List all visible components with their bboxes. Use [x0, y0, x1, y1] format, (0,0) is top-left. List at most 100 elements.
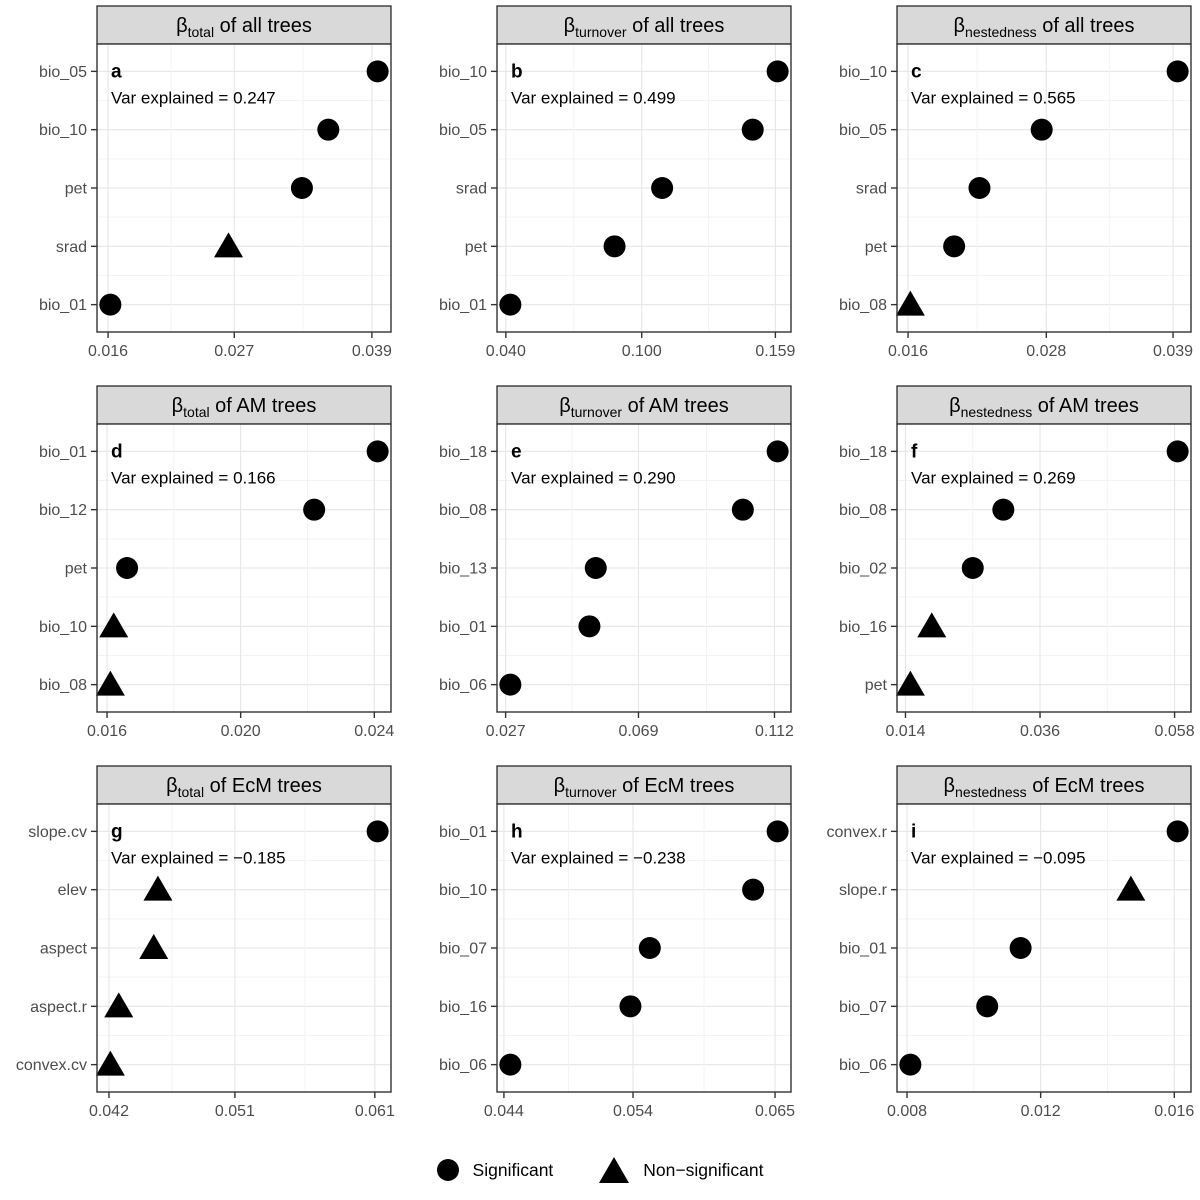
y-axis-label: bio_06: [439, 1057, 487, 1074]
data-point-circle: [317, 118, 340, 141]
strip: [496, 385, 792, 425]
data-point-circle: [366, 440, 389, 463]
y-axis-label: convex.r: [827, 824, 888, 841]
var-explained-text: Var explained = 0.166: [111, 468, 276, 487]
y-axis-label: srad: [456, 181, 487, 198]
data-point-circle: [741, 118, 764, 141]
y-axis-label: bio_05: [839, 122, 887, 139]
y-axis-label: bio_16: [839, 619, 887, 636]
data-point-triangle: [95, 1050, 125, 1076]
y-axis-label: bio_18: [839, 444, 887, 461]
data-point-circle: [742, 878, 765, 901]
data-point-circle: [943, 235, 966, 258]
panel-letter: a: [111, 61, 122, 82]
y-axis-label: bio_05: [39, 64, 87, 81]
y-axis-label: bio_10: [839, 64, 887, 81]
panel-letter: e: [511, 441, 522, 462]
data-point-circle: [290, 177, 313, 199]
strip: [96, 5, 392, 45]
x-tick-label: 0.054: [613, 1103, 653, 1120]
legend: Significant Non−significant: [0, 1140, 1200, 1200]
strip: [896, 5, 1192, 45]
x-tick-label: 0.027: [214, 343, 254, 360]
panel-letter: b: [511, 61, 523, 82]
legend-nonsignificant-icon: [599, 1157, 630, 1183]
y-axis-label: bio_08: [839, 297, 887, 314]
x-tick-label: 0.036: [1020, 723, 1060, 740]
var-explained-text: Var explained = 0.499: [511, 88, 676, 107]
x-tick-label: 0.020: [221, 723, 261, 740]
data-point-circle: [619, 995, 642, 1018]
data-point-circle: [1166, 440, 1189, 463]
strip-title: βnestedness of AM trees: [949, 395, 1139, 420]
strip: [896, 385, 1192, 425]
data-point-circle: [603, 235, 626, 258]
var-explained-text: Var explained = 0.247: [111, 88, 276, 107]
strip-title: βturnover of AM trees: [559, 395, 729, 420]
facet-h: βturnover of EcM trees bio_01 bio_10 bio_07…: [400, 760, 800, 1140]
strip: [496, 5, 792, 45]
x-tick-label: 0.039: [1153, 343, 1193, 360]
y-axis-label: bio_10: [439, 882, 487, 899]
var-explained-text: Var explained = 0.269: [911, 468, 1076, 487]
y-axis-label: bio_01: [439, 824, 487, 841]
data-point-circle: [499, 293, 522, 316]
data-point-triangle: [895, 290, 925, 316]
data-point-circle: [766, 440, 789, 463]
y-axis-label: bio_12: [39, 502, 87, 519]
y-axis-label: bio_06: [439, 677, 487, 694]
x-tick-label: 0.069: [618, 723, 658, 740]
y-axis-label: bio_10: [439, 64, 487, 81]
panel-letter: i: [911, 821, 916, 842]
strip: [96, 765, 392, 805]
strip-title: βnestedness of EcM trees: [944, 775, 1145, 800]
data-point-circle: [899, 1053, 922, 1076]
data-point-triangle: [214, 232, 244, 258]
y-axis-label: pet: [65, 561, 88, 578]
data-point-circle: [578, 615, 601, 638]
facet-e: βturnover of AM trees bio_18 bio_08 bio_13 b…: [400, 380, 800, 760]
y-axis-label: bio_08: [439, 502, 487, 519]
strip-title: βtotal of EcM trees: [166, 775, 322, 800]
strip-title: βtotal of AM trees: [172, 395, 317, 420]
y-axis-label: bio_06: [839, 1057, 887, 1074]
x-tick-label: 0.040: [486, 343, 526, 360]
y-axis-label: aspect: [40, 941, 88, 958]
y-axis-label: bio_10: [39, 619, 87, 636]
y-axis-label: bio_01: [439, 619, 487, 636]
facet-c-svg: βnestedness of all trees bio_10 bio_05srad…: [839, 5, 1193, 360]
panel-letter: g: [111, 821, 123, 842]
y-axis-label: bio_07: [439, 941, 487, 958]
data-point-triangle: [1116, 875, 1146, 901]
facet-e-svg: βturnover of AM trees bio_18 bio_08 bio_13b…: [439, 385, 794, 740]
x-tick-label: 0.016: [1154, 1103, 1194, 1120]
y-axis-label: bio_05: [439, 122, 487, 139]
strip-title: βtotal of all trees: [176, 15, 312, 40]
x-tick-label: 0.016: [88, 343, 128, 360]
x-tick-label: 0.112: [755, 723, 794, 740]
facet-a: βtotal of all trees bio_05 bio_10 pet srad bi…: [0, 0, 400, 380]
panel-letter: c: [911, 61, 922, 82]
y-axis-label: pet: [865, 677, 888, 694]
panel-letter: h: [511, 821, 523, 842]
data-point-circle: [1166, 820, 1189, 843]
data-point-circle: [1166, 60, 1189, 83]
x-tick-label: 0.058: [1155, 723, 1195, 740]
y-axis-label: bio_08: [839, 502, 887, 519]
data-point-circle: [1009, 937, 1032, 959]
facet-f-svg: βnestedness of AM trees bio_18 bio_08 bio_0…: [839, 385, 1195, 740]
data-point-triangle: [95, 670, 125, 696]
y-axis-label: bio_16: [439, 999, 487, 1016]
data-point-circle: [638, 937, 661, 959]
x-tick-label: 0.159: [755, 343, 795, 360]
strip-title: βturnover of EcM trees: [554, 775, 735, 800]
x-tick-label: 0.039: [352, 343, 392, 360]
y-axis-label: aspect.r: [30, 999, 88, 1016]
data-point-circle: [968, 177, 991, 199]
y-axis-label: slope.cv: [28, 824, 87, 841]
y-axis-label: pet: [865, 239, 888, 256]
facet-i: βnestedness of EcM trees convex.r slope.r b…: [800, 760, 1200, 1140]
